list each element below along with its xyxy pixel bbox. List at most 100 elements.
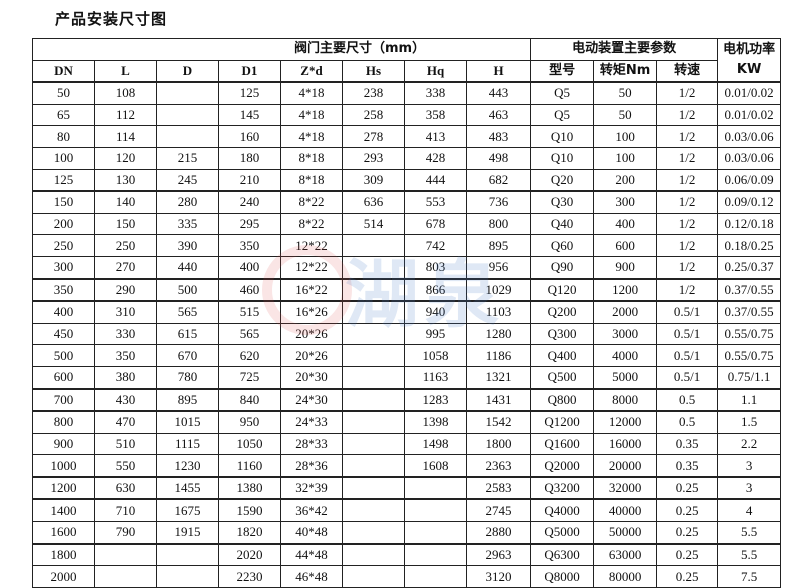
table-cell: 0.25/0.37	[717, 255, 782, 280]
table-cell: 636	[342, 190, 405, 214]
table-cell: 4*18	[280, 125, 343, 148]
col-l: L	[94, 59, 157, 83]
table-cell: 150	[94, 212, 157, 236]
table-cell: 335	[156, 212, 219, 236]
table-cell: 210	[218, 168, 281, 192]
table-cell: 1800	[32, 542, 95, 567]
table-cell: Q30	[530, 190, 595, 214]
table-cell: 1/2	[656, 255, 719, 280]
table-cell: 940	[404, 300, 467, 324]
table-cell	[342, 255, 405, 280]
table-cell: 46*48	[280, 565, 343, 588]
table-cell: 1590	[218, 498, 281, 523]
table-cell: 8*18	[280, 146, 343, 170]
table-cell: Q5000	[530, 521, 595, 545]
table-cell: Q200	[530, 300, 595, 324]
table-cell: 895	[156, 387, 219, 412]
motor-power-header: 电机功率KW	[717, 38, 782, 83]
table-cell: 240	[218, 190, 281, 214]
table-cell: 1675	[156, 498, 219, 523]
table-cell: Q1200	[530, 410, 595, 434]
table-cell: 40*48	[280, 521, 343, 545]
table-cell	[342, 521, 405, 545]
table-cell: 20*26	[280, 344, 343, 367]
table-cell: 238	[342, 81, 405, 105]
table-cell: 413	[404, 125, 467, 148]
table-cell: 1230	[156, 454, 219, 478]
table-cell: 2230	[218, 565, 281, 588]
table-cell: 0.25	[656, 542, 719, 567]
table-cell: 112	[94, 103, 157, 127]
col-d1: D1	[218, 59, 281, 83]
table-cell: 309	[342, 168, 405, 192]
table-cell: 1186	[465, 344, 532, 367]
table-row: 150 140 280 240 8*22 636 553 736 Q30 300 1/2 0.09/0…	[32, 190, 782, 214]
col-h: H	[465, 59, 532, 83]
table-cell: Q300	[530, 322, 595, 346]
table-cell: 736	[465, 190, 532, 214]
table-cell: 500	[156, 277, 219, 302]
table-row: 200 150 335 295 8*22 514 678 800 Q40 400 1/2 0.12/0…	[32, 212, 782, 236]
table-cell: 600	[593, 234, 658, 257]
table-row: 800 470 1015 950 24*33 1398 1542 Q1200 12000 0.5 1…	[32, 410, 782, 434]
table-cell: 0.55/0.75	[717, 322, 782, 346]
table-cell: 1/2	[656, 103, 719, 127]
page-title: 产品安装尺寸图	[55, 10, 168, 28]
table-cell: 380	[94, 365, 157, 390]
table-row: 350 290 500 460 16*22 866 1029 Q120 1200 1/2 0.37/…	[32, 277, 782, 302]
table-cell: 300	[32, 255, 95, 280]
table-row: 500 350 670 620 20*26 1058 1186 Q400 4000 0.5/1 0.…	[32, 344, 782, 367]
table-cell: 24*30	[280, 387, 343, 412]
table-cell: 1.1	[717, 387, 782, 412]
col-torque: 转矩Nm	[593, 59, 658, 83]
table-cell: 200	[593, 168, 658, 192]
table-cell: 5000	[593, 365, 658, 390]
table-cell: 2745	[465, 498, 532, 523]
table-cell: 330	[94, 322, 157, 346]
table-cell: 895	[465, 234, 532, 257]
table-cell: 1600	[32, 521, 95, 545]
table-cell: 32*39	[280, 475, 343, 500]
table-cell: 460	[218, 277, 281, 302]
table-cell: 0.25	[656, 565, 719, 588]
table-cell	[94, 565, 157, 588]
table-cell: 443	[465, 81, 532, 105]
table-cell: 514	[342, 212, 405, 236]
table-cell: 2.2	[717, 432, 782, 456]
table-cell: 1608	[404, 454, 467, 478]
table-cell: 1103	[465, 300, 532, 324]
table-cell: 8*18	[280, 168, 343, 192]
table-cell: 16000	[593, 432, 658, 456]
table-cell: 1/2	[656, 277, 719, 302]
table-cell: 80000	[593, 565, 658, 588]
col-model: 型号	[530, 59, 595, 83]
table-cell	[404, 475, 467, 500]
table-cell: 620	[218, 344, 281, 367]
table-cell: 1283	[404, 387, 467, 412]
table-cell: 0.5/1	[656, 300, 719, 324]
col-dn: DN	[32, 59, 95, 83]
table-cell: 200	[32, 212, 95, 236]
table-cell: 1/2	[656, 125, 719, 148]
actuator-params-header: 电动装置主要参数	[530, 38, 719, 61]
table-cell: 12*22	[280, 234, 343, 257]
table-cell: 280	[156, 190, 219, 214]
table-cell: Q4000	[530, 498, 595, 523]
table-cell	[342, 277, 405, 302]
table-cell: 338	[404, 81, 467, 105]
table-cell: Q10	[530, 146, 595, 170]
table-cell: 2583	[465, 475, 532, 500]
table-row: 2000 2230 46*48 3120 Q8000 80000 0.25 7.5	[32, 565, 782, 588]
table-cell: 250	[94, 234, 157, 257]
table-row: 1600 790 1915 1820 40*48 2880 Q5000 50000 0.25 5.…	[32, 521, 782, 545]
table-cell	[342, 565, 405, 588]
table-cell: 4000	[593, 344, 658, 367]
table-cell: 100	[32, 146, 95, 170]
table-cell	[94, 542, 157, 567]
table-cell: 2020	[218, 542, 281, 567]
table-cell: 1.5	[717, 410, 782, 434]
col-d: D	[156, 59, 219, 83]
table-cell: 4	[717, 498, 782, 523]
table-cell: 800	[32, 410, 95, 434]
table-cell: 2963	[465, 542, 532, 567]
